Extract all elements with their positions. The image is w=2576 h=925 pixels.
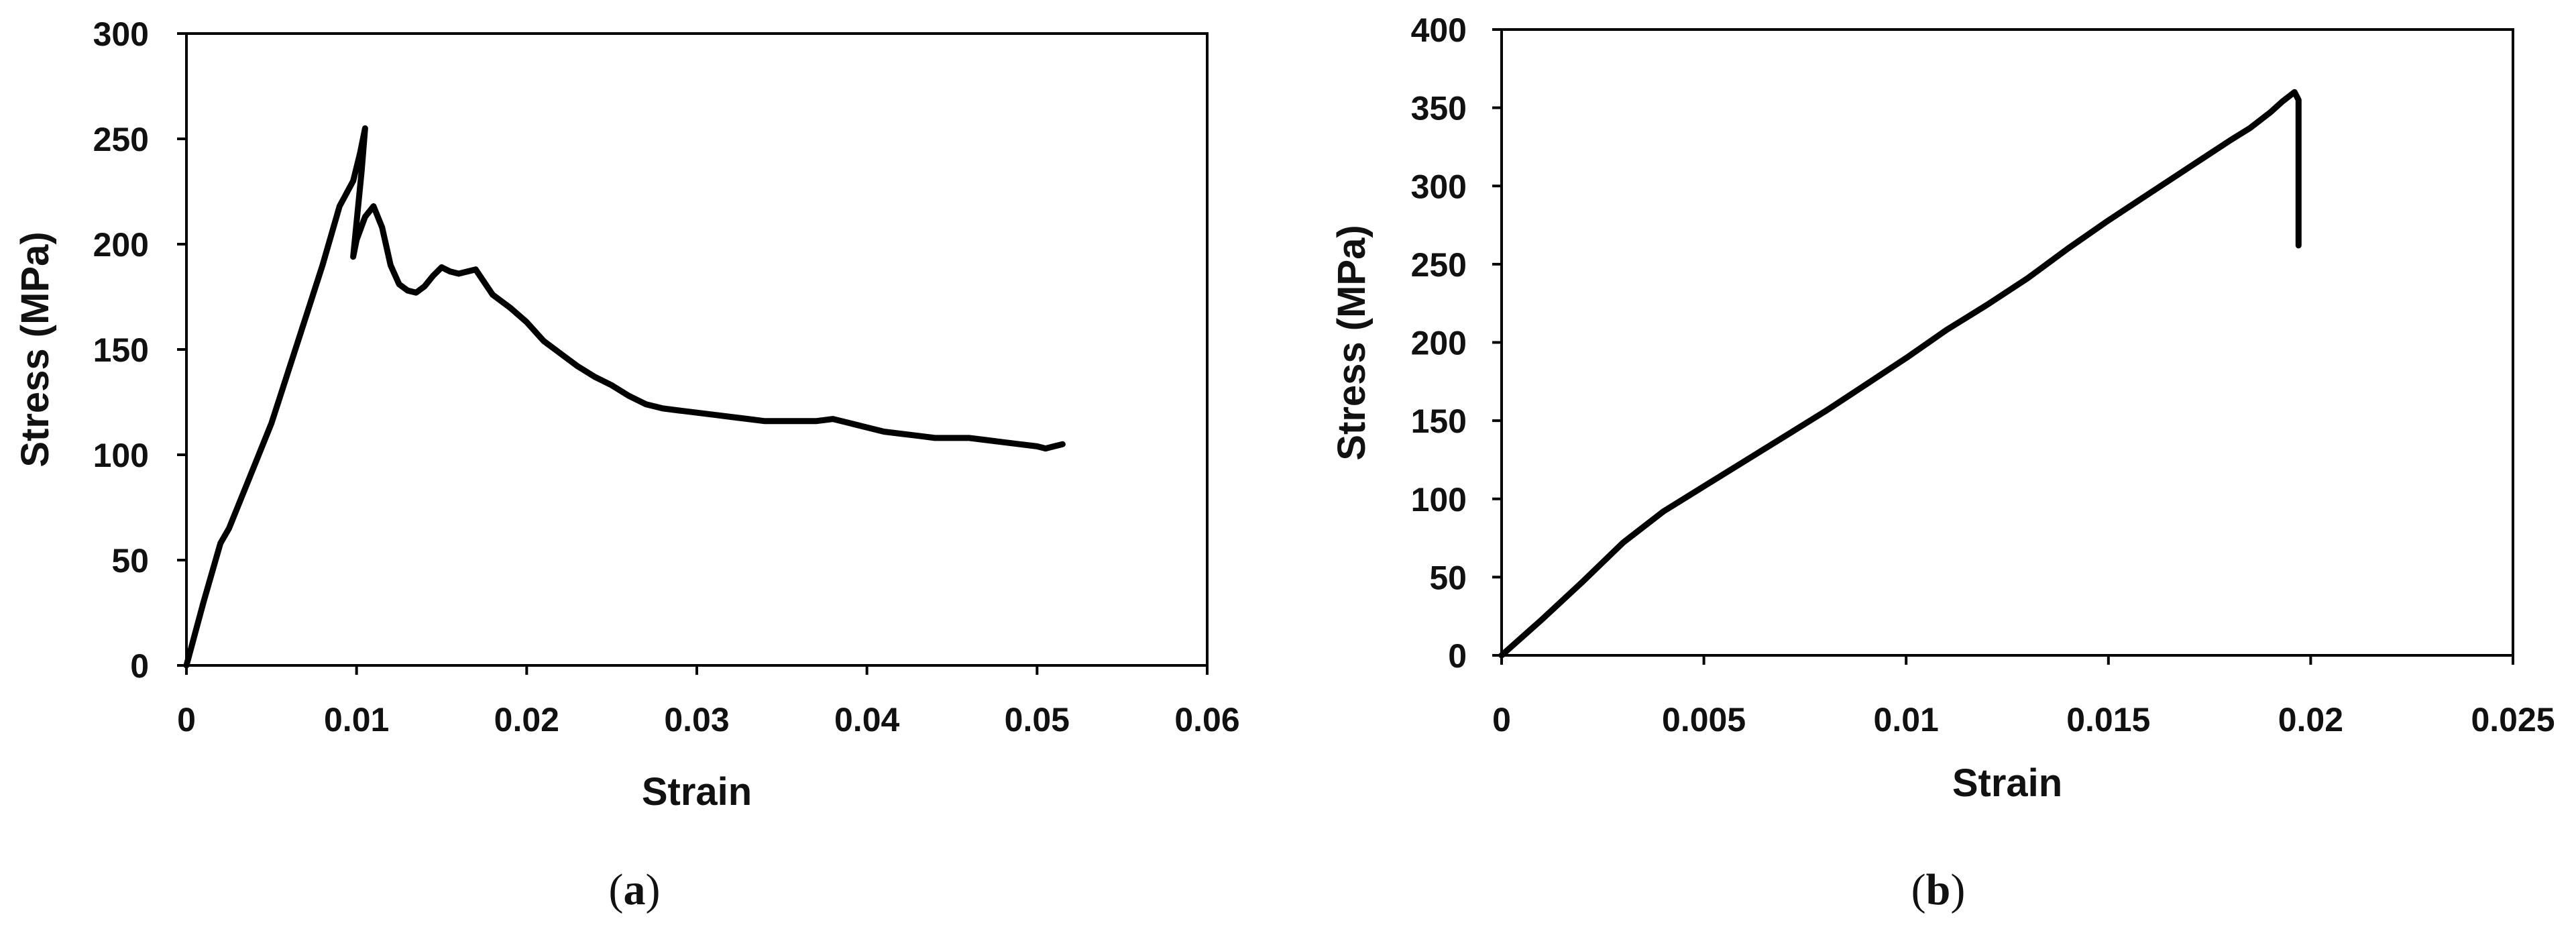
caption-a: (a): [609, 865, 661, 914]
y-axis-a: 0 50 100 150 200 250 300: [93, 15, 186, 685]
y-tick-label-a: 100: [93, 437, 149, 474]
y-tick-label-b: 150: [1411, 402, 1467, 440]
x-tick-label-a: 0.06: [1174, 701, 1239, 739]
y-tick-label-a: 50: [111, 542, 149, 580]
x-tick-label-a: 0: [177, 701, 196, 739]
plot-frame-a: [185, 32, 1209, 667]
x-tick-label-a: 0.03: [664, 701, 729, 739]
y-tick-label-b: 50: [1429, 559, 1467, 596]
y-axis-title-a: Stress (MPa): [13, 231, 57, 467]
x-tick-label-b: 0.005: [1662, 701, 1746, 739]
x-tick-label-b: 0.015: [2066, 701, 2150, 739]
caption-b: (b): [1911, 865, 1966, 914]
x-tick-label-a: 0.04: [834, 701, 900, 739]
caption-letter-a: a: [624, 865, 646, 914]
x-tick-label-a: 0.01: [324, 701, 389, 739]
x-tick-label-b: 0.025: [2471, 701, 2555, 739]
caption-letter-b: b: [1926, 865, 1951, 914]
stress-strain-line-b: [1498, 89, 2302, 659]
y-tick-label-b: 200: [1411, 325, 1467, 362]
x-tick-label-b: 0.02: [2278, 701, 2343, 739]
y-axis-b: 0 50 100 150 200 250 300 350 400: [1411, 11, 1502, 675]
y-tick-label-a: 250: [93, 121, 149, 158]
y-tick-label-a: 200: [93, 226, 149, 264]
x-axis-title-a: Strain: [642, 770, 752, 814]
chart-panel-b: 0 0.005 0.01 0.015 0.02 0.025 0 50 100 150 200 250…: [1330, 11, 2555, 914]
x-axis-title-b: Strain: [1952, 761, 2062, 805]
y-tick-label-b: 0: [1448, 637, 1467, 675]
x-axis-a: 0 0.01 0.02 0.03 0.04 0.05 0.06: [177, 665, 1240, 739]
y-tick-label-a: 300: [93, 15, 149, 53]
y-tick-label-b: 350: [1411, 90, 1467, 127]
x-axis-b: 0 0.005 0.01 0.015 0.02 0.025: [1492, 655, 2555, 739]
stress-strain-line-a: [183, 125, 1066, 669]
plot-frame-b: [1500, 28, 2514, 657]
x-tick-label-a: 0.02: [494, 701, 559, 739]
y-tick-label-a: 150: [93, 331, 149, 369]
chart-panel-a: 0 0.01 0.02 0.03 0.04 0.05 0.06 0 50 100 150 200 25…: [13, 15, 1240, 914]
y-tick-label-b: 300: [1411, 168, 1467, 205]
x-tick-label-b: 0.01: [1874, 701, 1939, 739]
y-axis-title-b: Stress (MPa): [1330, 225, 1374, 460]
x-tick-label-b: 0: [1492, 701, 1511, 739]
y-tick-label-b: 400: [1411, 11, 1467, 49]
x-tick-label-a: 0.05: [1005, 701, 1070, 739]
y-tick-label-b: 100: [1411, 481, 1467, 519]
y-tick-label-b: 250: [1411, 246, 1467, 284]
y-tick-label-a: 0: [130, 647, 149, 685]
